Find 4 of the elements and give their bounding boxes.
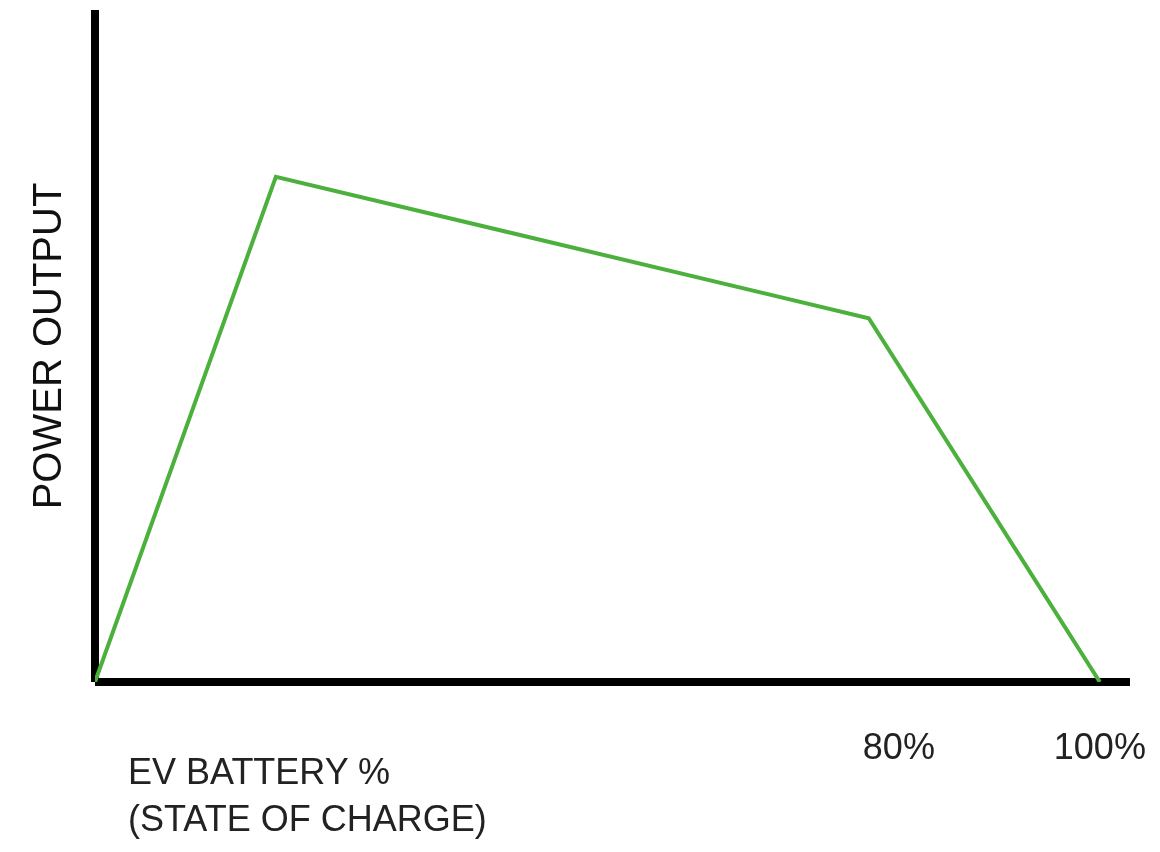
x-tick-label: 100% [1053,726,1146,767]
x-axis-title: EV BATTERY % (STATE OF CHARGE) [128,751,487,839]
y-axis-title: POWER OUTPUT [24,182,69,510]
x-tick-label: 80% [862,726,935,767]
